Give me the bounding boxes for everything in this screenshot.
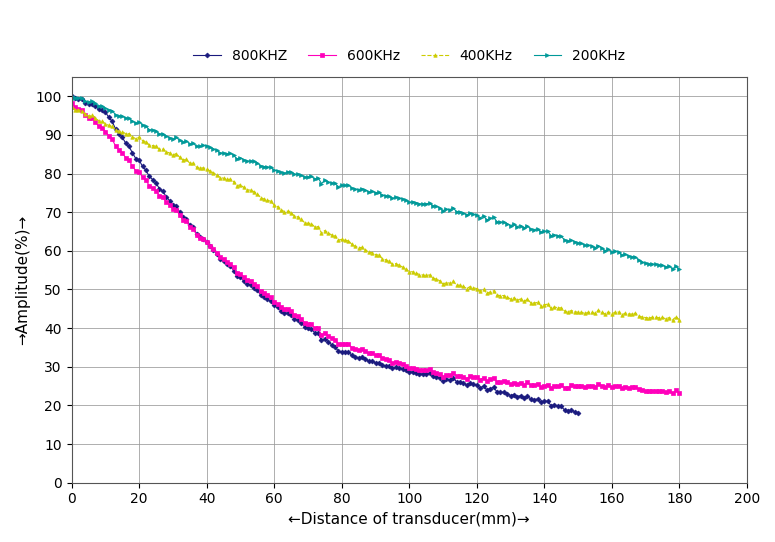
600KHz: [360, 348, 370, 354]
400KHz: [675, 317, 684, 323]
Line: 800KHZ: 800KHZ: [70, 94, 580, 415]
Legend: 800KHZ, 600KHz, 400KHz, 200KHz: 800KHZ, 600KHz, 400KHz, 200KHz: [188, 43, 631, 68]
200KHz: [360, 187, 370, 193]
200KHz: [118, 113, 127, 119]
200KHz: [158, 131, 167, 137]
Line: 200KHz: 200KHz: [70, 94, 681, 272]
800KHZ: [563, 408, 573, 415]
800KHZ: [246, 282, 255, 288]
800KHZ: [313, 330, 322, 337]
400KHz: [570, 308, 580, 315]
Line: 600KHz: 600KHz: [70, 101, 681, 395]
400KHz: [158, 146, 167, 152]
400KHz: [357, 244, 367, 251]
600KHz: [357, 346, 367, 353]
600KHz: [67, 100, 76, 107]
800KHZ: [374, 359, 384, 366]
800KHZ: [574, 410, 583, 416]
600KHz: [158, 194, 167, 201]
600KHz: [570, 383, 580, 389]
200KHz: [570, 238, 580, 245]
400KHz: [118, 128, 127, 135]
Line: 400KHz: 400KHz: [70, 106, 681, 321]
200KHz: [67, 92, 76, 99]
400KHz: [668, 317, 677, 323]
200KHz: [357, 185, 367, 192]
600KHz: [118, 150, 127, 156]
600KHz: [668, 390, 677, 397]
400KHz: [360, 247, 370, 253]
800KHZ: [388, 365, 397, 372]
600KHz: [236, 270, 245, 277]
400KHz: [236, 182, 245, 188]
X-axis label: ←Distance of transducer(mm)→: ←Distance of transducer(mm)→: [288, 512, 530, 527]
600KHz: [675, 390, 684, 396]
800KHZ: [67, 92, 76, 99]
800KHZ: [422, 371, 431, 377]
200KHz: [671, 263, 680, 269]
400KHz: [67, 104, 76, 111]
Y-axis label: →Amplitude(%)→: →Amplitude(%)→: [15, 215, 30, 345]
200KHz: [675, 266, 684, 273]
